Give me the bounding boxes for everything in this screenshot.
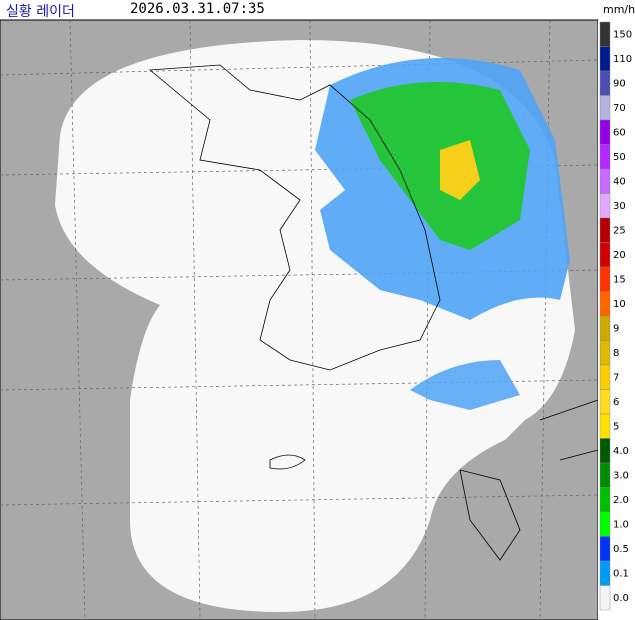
- timestamp: 2026.03.31.07:35: [130, 1, 265, 17]
- legend-swatch: [599, 119, 611, 145]
- legend-label: 40: [613, 176, 626, 187]
- legend-label: 70: [613, 103, 626, 114]
- legend-swatch: [599, 315, 611, 341]
- legend-swatch: [599, 413, 611, 439]
- legend-label: 9: [613, 323, 619, 334]
- legend-label: 0.5: [613, 544, 629, 555]
- legend-label: 5: [613, 421, 619, 432]
- legend-swatch: [599, 291, 611, 317]
- legend-label: 90: [613, 78, 626, 89]
- legend-swatch: [599, 389, 611, 415]
- legend-label: 15: [613, 274, 626, 285]
- legend-label: 50: [613, 152, 626, 163]
- legend-label: 25: [613, 225, 626, 236]
- precip-heavy: [440, 140, 480, 200]
- legend-label: 10: [613, 299, 626, 310]
- legend-swatch: [599, 364, 611, 390]
- legend-swatch: [599, 438, 611, 464]
- legend-label: 150: [613, 29, 632, 40]
- legend-swatch: [599, 585, 611, 611]
- legend-label: 1.0: [613, 519, 629, 530]
- coastlines: [148, 64, 599, 561]
- legend-swatch: [599, 217, 611, 243]
- legend: 150 110 90 70 60 50 40 30 25 20 15 10 9 8 7 6 5 4.0 3.0 2.0…: [599, 21, 632, 611]
- page-title: 실황 레이더: [6, 4, 75, 20]
- legend-label: 6: [613, 397, 619, 408]
- legend-swatch: [599, 536, 611, 562]
- legend-swatch: [599, 266, 611, 292]
- legend-swatch: [599, 46, 611, 72]
- legend-label: 3.0: [613, 470, 629, 481]
- legend-unit: mm/h: [603, 3, 635, 16]
- legend-label: 0.1: [613, 568, 629, 579]
- legend-swatch: [599, 193, 611, 219]
- legend-swatch: [599, 242, 611, 268]
- legend-label: 110: [613, 54, 632, 65]
- legend-swatch: [599, 21, 611, 47]
- legend-label: 2.0: [613, 495, 629, 506]
- legend-label: 30: [613, 201, 626, 212]
- legend-swatch: [599, 487, 611, 513]
- legend-swatch: [599, 462, 611, 488]
- legend-label: 60: [613, 127, 626, 138]
- legend-swatch: [599, 95, 611, 121]
- legend-swatch: [599, 70, 611, 96]
- legend-swatch: [599, 511, 611, 537]
- legend-swatch: [599, 144, 611, 170]
- legend-label: 20: [613, 250, 626, 261]
- legend-label: 8: [613, 348, 619, 359]
- grid: [0, 19, 599, 620]
- precip-light: [410, 360, 520, 410]
- legend-swatch: [599, 340, 611, 366]
- legend-label: 0.0: [613, 593, 629, 604]
- legend-swatch: [599, 168, 611, 194]
- legend-label: 7: [613, 372, 619, 383]
- legend-swatch: [599, 560, 611, 586]
- legend-label: 4.0: [613, 446, 629, 457]
